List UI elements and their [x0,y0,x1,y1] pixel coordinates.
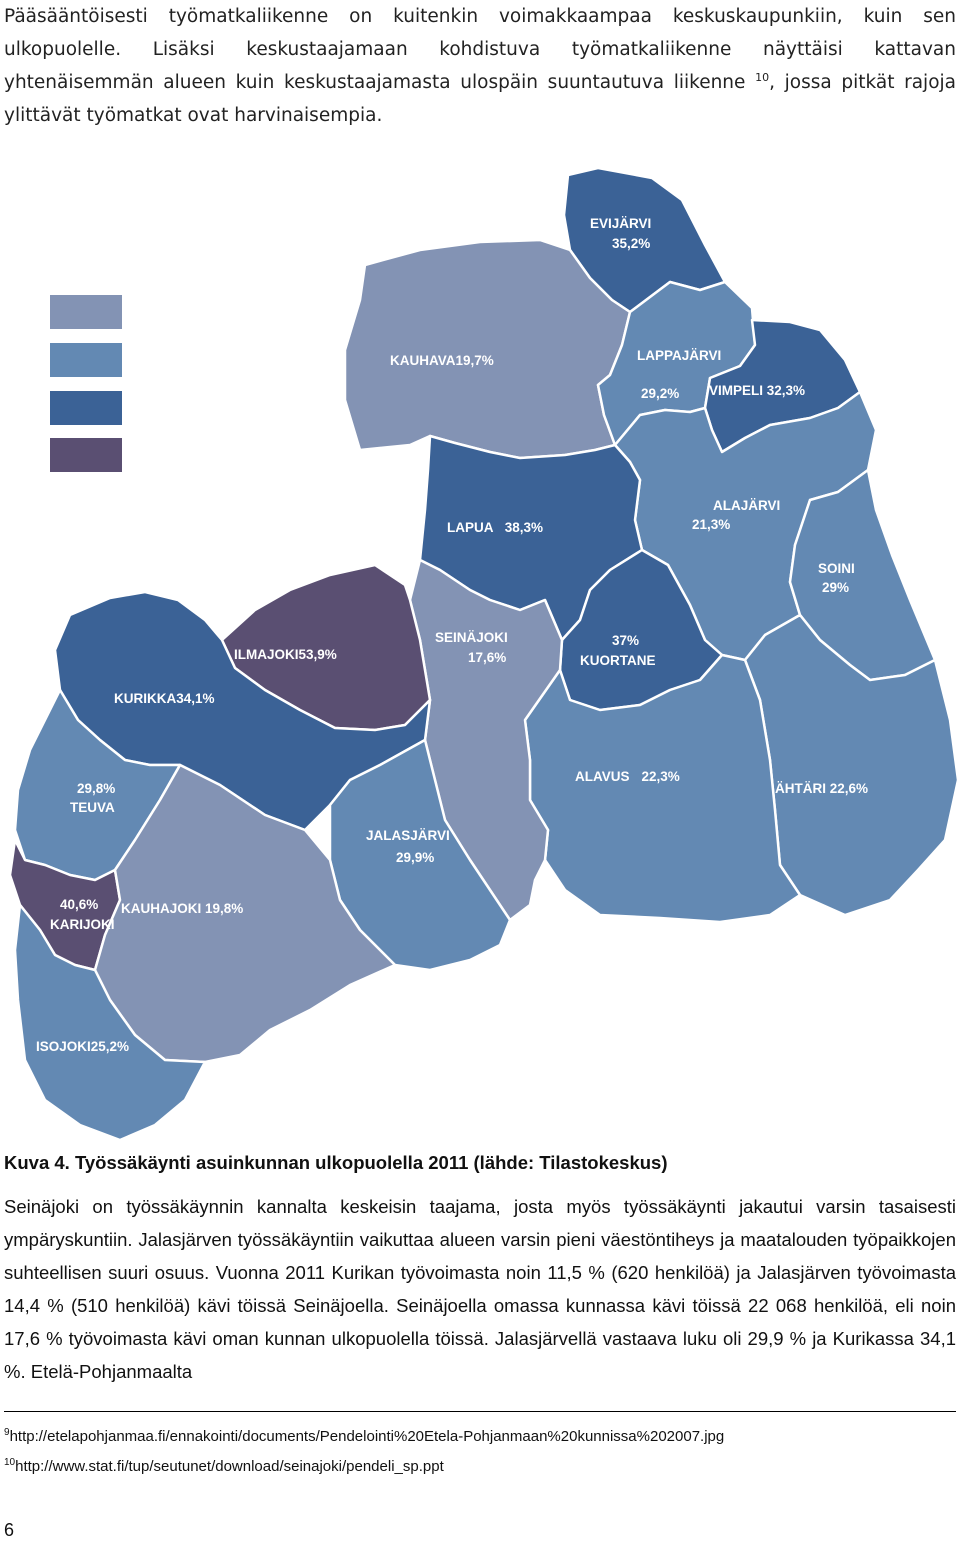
intro-text-end: , jossa pitkät rajoja ylittävät työmatka… [4,72,956,126]
footnotes: 9http://etelapohjanmaa.fi/ennakointi/doc… [4,1420,724,1480]
label-lappajarvi-name: LAPPAJÄRVI [637,348,721,363]
label-kurikka: KURIKKA34,1% [114,691,215,706]
label-isojoki-name: ISOJOKI [36,1039,91,1054]
page-number: 6 [4,1520,15,1540]
label-kauhajoki-value: 19,8% [205,901,243,916]
label-seinajoki-name: SEINÄJOKI [435,630,508,645]
label-kauhava: KAUHAVA19,7% [390,353,494,368]
legend-label-1: 17,6% - 20,0% [134,304,246,323]
legend-label-3: 32,3% - 40,0% [134,400,246,419]
label-lappajarvi-value: 29,2% [641,386,679,401]
label-evijarvi-name: EVIJÄRVI [590,216,651,231]
legend-swatch-1 [50,295,122,329]
intro-paragraph: Pääsääntöisesti työmatkaliikenne on kuit… [4,0,956,132]
label-alavus-value: 22,3% [642,769,680,784]
intro-text: Pääsääntöisesti työmatkaliikenne on kuit… [4,6,956,93]
label-karijoki-value: 40,6% [60,897,98,912]
footnote-ref-10: 10 [755,70,770,84]
label-ahtari: ÄHTÄRI 22,6% [775,781,868,796]
label-kuortane-value: 37% [612,633,639,648]
label-kauhava-name: KAUHAVA [390,353,456,368]
label-teuva-name: TEUVA [70,800,115,815]
label-jalasjarvi-value: 29,9% [396,850,434,865]
legend-swatch-2 [50,343,122,377]
label-soini-name: SOINI [818,561,855,576]
label-kauhajoki: KAUHAJOKI 19,8% [121,901,243,916]
legend-label-2: 21,3% - 30,0% [134,352,246,371]
label-seinajoki-value: 17,6% [468,650,506,665]
label-lapua-name: LAPUA [447,520,494,535]
label-lapua: LAPUA 38,3% [447,520,543,535]
label-ilmajoki-value: 53,9% [299,647,337,662]
label-ahtari-name: ÄHTÄRI [775,781,826,796]
label-alajarvi-value: 21,3% [692,517,730,532]
region-alavus [523,653,802,924]
region-isojoki [13,903,207,1142]
footnote-10: 10http://www.stat.fi/tup/seutunet/downlo… [4,1450,724,1480]
label-ahtari-value: 22,6% [830,781,868,796]
label-teuva-value: 29,8% [77,781,115,796]
label-isojoki: ISOJOKI25,2% [36,1039,129,1054]
label-kuortane-name: KUORTANE [580,653,656,668]
footnote-9: 9http://etelapohjanmaa.fi/ennakointi/doc… [4,1420,724,1450]
footnote-divider [4,1411,956,1412]
footnote-10-num: 10 [4,1457,16,1468]
label-vimpeli-name: VIMPELI [709,383,763,398]
region-kauhajoki [93,763,397,1064]
label-alavus: ALAVUS 22,3% [575,769,680,784]
label-karijoki-name: KARIJOKI [50,917,115,932]
region-labels: EVIJÄRVI 35,2% KAUHAVA19,7% LAPPAJÄRVI 2… [36,216,868,1054]
figure-caption: Kuva 4. Työssäkäynti asuinkunnan ulkopuo… [4,1152,668,1173]
label-jalasjarvi-name: JALASJÄRVI [366,828,450,843]
label-kauhava-value: 19,7% [456,353,494,368]
label-evijarvi-value: 35,2% [612,236,650,251]
legend-label-4: 40,6% - 54,8% [134,447,246,466]
body-paragraph: Seinäjoki on työssäkäynnin kannalta kesk… [4,1190,956,1388]
body-text: Seinäjoki on työssäkäynnin kannalta kesk… [4,1196,956,1382]
label-alavus-name: ALAVUS [575,769,630,784]
footnote-9-num: 9 [4,1427,10,1438]
label-ilmajoki-name: ILMAJOKI [234,647,299,662]
label-ilmajoki: ILMAJOKI53,9% [234,647,337,662]
region-kauhava [343,238,632,460]
label-soini-value: 29% [822,580,849,595]
footnote-9-link[interactable]: http://etelapohjanmaa.fi/ennakointi/docu… [9,1428,725,1445]
label-vimpeli-value: 32,3% [767,383,805,398]
map-legend: 17,6% - 20,0% 21,3% - 30,0% 32,3% - 40,0… [50,295,246,472]
label-isojoki-value: 25,2% [91,1039,129,1054]
municipality-map: 17,6% - 20,0% 21,3% - 30,0% 32,3% - 40,0… [0,160,960,1150]
label-vimpeli: VIMPELI 32,3% [709,383,805,398]
label-alajarvi-name: ALAJÄRVI [713,498,780,513]
legend-swatch-4 [50,438,122,472]
label-kurikka-name: KURIKKA [114,691,176,706]
legend-swatch-3 [50,391,122,425]
label-lapua-value: 38,3% [505,520,543,535]
label-kauhajoki-name: KAUHAJOKI [121,901,201,916]
footnote-10-link[interactable]: http://www.stat.fi/tup/seutunet/download… [15,1458,444,1475]
label-kurikka-value: 34,1% [176,691,214,706]
